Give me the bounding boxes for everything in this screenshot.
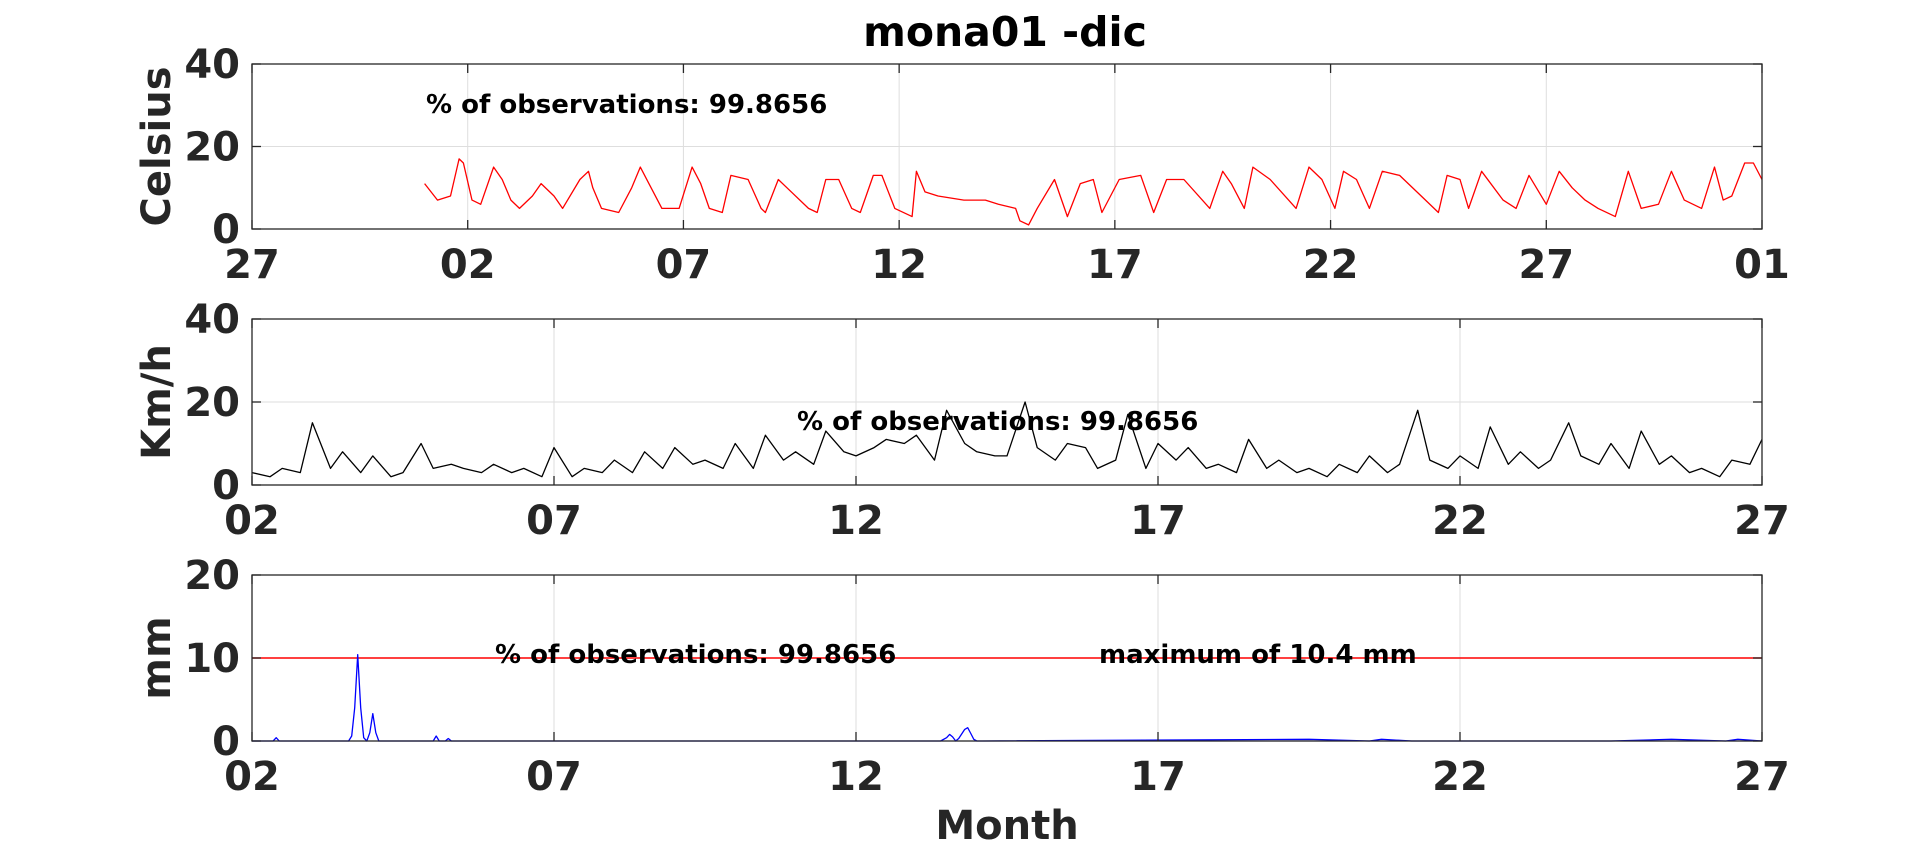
series-line bbox=[424, 158, 1763, 226]
x-tick-label: 07 bbox=[656, 242, 712, 288]
x-tick-label: 22 bbox=[1303, 242, 1359, 288]
y-tick-label: 0 bbox=[212, 463, 240, 509]
annotation-text: % of observations: 99.8656 bbox=[426, 90, 827, 120]
x-tick-label: 17 bbox=[1130, 498, 1186, 544]
x-tick-label: 22 bbox=[1432, 498, 1488, 544]
series-line bbox=[251, 401, 1763, 478]
x-tick-label: 07 bbox=[526, 754, 582, 800]
annotation-text: % of observations: 99.8656 bbox=[495, 640, 896, 670]
x-tick-label: 27 bbox=[1518, 242, 1574, 288]
x-tick-label: 12 bbox=[828, 498, 884, 544]
y-axis-title: Celsius bbox=[134, 67, 180, 227]
x-tick-label: 07 bbox=[526, 498, 582, 544]
x-tick-label: 01 bbox=[1734, 242, 1790, 288]
y-tick-label: 40 bbox=[184, 42, 240, 88]
x-tick-label: 17 bbox=[1130, 754, 1186, 800]
x-tick-label: 12 bbox=[871, 242, 927, 288]
x-tick-label: 27 bbox=[1734, 498, 1790, 544]
x-tick-label: 02 bbox=[224, 498, 280, 544]
y-tick-label: 40 bbox=[184, 297, 240, 343]
annotation-text: % of observations: 99.8656 bbox=[797, 407, 1198, 437]
y-tick-label: 10 bbox=[184, 636, 240, 682]
y-axis-title: mm bbox=[134, 616, 180, 699]
figure-title: mona01 -dic bbox=[863, 8, 1147, 56]
x-axis-title: Month bbox=[935, 803, 1078, 841]
x-tick-label: 02 bbox=[224, 754, 280, 800]
annotation-text: maximum of 10.4 mm bbox=[1099, 640, 1417, 670]
y-tick-label: 20 bbox=[184, 380, 240, 426]
x-tick-label: 27 bbox=[1734, 754, 1790, 800]
x-tick-label: 22 bbox=[1432, 754, 1488, 800]
y-tick-label: 20 bbox=[184, 553, 240, 599]
x-tick-label: 17 bbox=[1087, 242, 1143, 288]
x-tick-label: 02 bbox=[440, 242, 496, 288]
y-tick-label: 0 bbox=[212, 207, 240, 253]
x-tick-label: 27 bbox=[224, 242, 280, 288]
y-tick-label: 20 bbox=[184, 125, 240, 171]
x-tick-label: 12 bbox=[828, 754, 884, 800]
y-tick-label: 0 bbox=[212, 719, 240, 765]
y-axis-title: Km/h bbox=[134, 344, 180, 460]
